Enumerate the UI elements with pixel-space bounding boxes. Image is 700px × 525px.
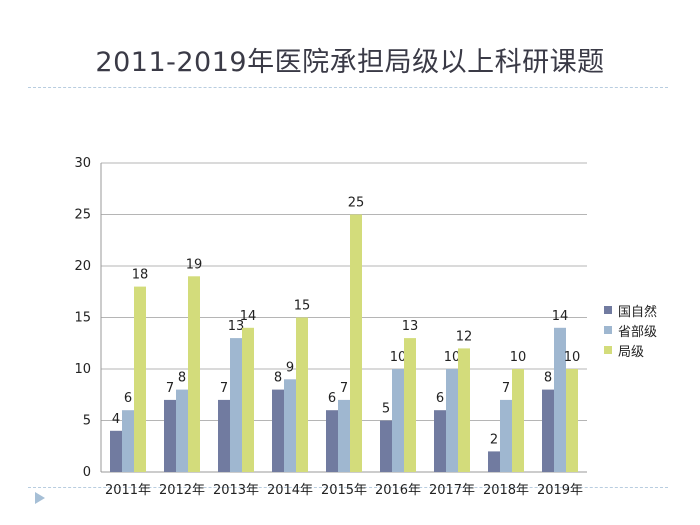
data-label: 14 xyxy=(552,309,569,324)
data-label: 8 xyxy=(178,371,186,386)
legend-label: 省部级 xyxy=(618,324,658,340)
bar xyxy=(488,451,500,472)
bar xyxy=(188,276,200,472)
bar xyxy=(176,389,188,472)
x-tick-label: 2015年 xyxy=(321,483,367,498)
title-divider xyxy=(28,87,668,88)
data-label: 2 xyxy=(490,432,498,447)
legend-item: 国自然 xyxy=(604,300,657,320)
bar xyxy=(272,389,284,472)
legend-label: 局级 xyxy=(618,344,645,360)
data-label: 15 xyxy=(294,299,311,314)
bar xyxy=(284,379,296,472)
y-tick-label: 30 xyxy=(74,156,91,171)
footer-divider xyxy=(28,487,668,488)
bar xyxy=(392,369,404,472)
data-label: 10 xyxy=(510,350,527,365)
y-tick-label: 10 xyxy=(74,362,91,377)
x-tick-label: 2019年 xyxy=(537,483,583,498)
bar xyxy=(218,399,230,472)
y-tick-label: 5 xyxy=(83,414,91,429)
data-label: 13 xyxy=(402,319,419,334)
bar xyxy=(554,327,566,472)
x-tick-label: 2016年 xyxy=(375,483,421,498)
bar xyxy=(242,327,254,472)
legend-item: 省部级 xyxy=(604,320,657,340)
y-tick-label: 0 xyxy=(83,465,91,480)
data-label: 9 xyxy=(286,360,294,375)
bar xyxy=(434,410,446,472)
legend-swatch xyxy=(604,306,612,314)
x-tick-label: 2011年 xyxy=(105,483,151,498)
data-label: 13 xyxy=(228,319,245,334)
bar xyxy=(446,369,458,472)
bar xyxy=(326,410,338,472)
bar xyxy=(134,286,146,472)
bar xyxy=(542,389,554,472)
x-tick-label: 2014年 xyxy=(267,483,313,498)
bar xyxy=(296,317,308,472)
data-label: 8 xyxy=(274,371,282,386)
data-label: 14 xyxy=(240,309,257,324)
legend-item: 局级 xyxy=(604,340,657,360)
legend-swatch xyxy=(604,346,612,354)
y-tick-label: 25 xyxy=(74,208,91,223)
data-label: 8 xyxy=(544,371,552,386)
bar xyxy=(122,410,134,472)
bar xyxy=(512,369,524,472)
data-label: 12 xyxy=(456,329,473,344)
bar xyxy=(338,399,350,472)
legend-swatch xyxy=(604,326,612,334)
bar xyxy=(230,338,242,472)
data-label: 4 xyxy=(112,412,120,427)
y-tick-label: 15 xyxy=(74,311,91,326)
bar xyxy=(566,369,578,472)
data-label: 7 xyxy=(220,381,228,396)
play-arrow-icon xyxy=(35,492,45,504)
legend: 国自然 省部级 局级 xyxy=(604,300,657,360)
bar xyxy=(404,338,416,472)
x-tick-label: 2012年 xyxy=(159,483,205,498)
bar xyxy=(164,399,176,472)
chart-title: 2011-2019年医院承担局级以上科研课题 xyxy=(95,47,605,78)
data-label: 10 xyxy=(390,350,407,365)
data-label: 7 xyxy=(502,381,510,396)
bar xyxy=(350,214,362,472)
x-tick-label: 2017年 xyxy=(429,483,475,498)
bar xyxy=(500,399,512,472)
data-label: 6 xyxy=(328,391,336,406)
y-tick-label: 20 xyxy=(74,259,91,274)
bar xyxy=(458,348,470,472)
bar xyxy=(110,430,122,472)
data-label: 10 xyxy=(444,350,461,365)
data-label: 6 xyxy=(436,391,444,406)
data-label: 19 xyxy=(186,257,203,272)
data-label: 6 xyxy=(124,391,132,406)
data-label: 5 xyxy=(382,402,390,417)
bar xyxy=(380,420,392,472)
data-label: 7 xyxy=(166,381,174,396)
data-label: 25 xyxy=(348,196,365,211)
legend-label: 国自然 xyxy=(618,304,658,320)
x-tick-label: 2018年 xyxy=(483,483,529,498)
x-tick-label: 2013年 xyxy=(213,483,259,498)
data-label: 10 xyxy=(564,350,581,365)
data-label: 18 xyxy=(132,268,149,283)
data-label: 7 xyxy=(340,381,348,396)
